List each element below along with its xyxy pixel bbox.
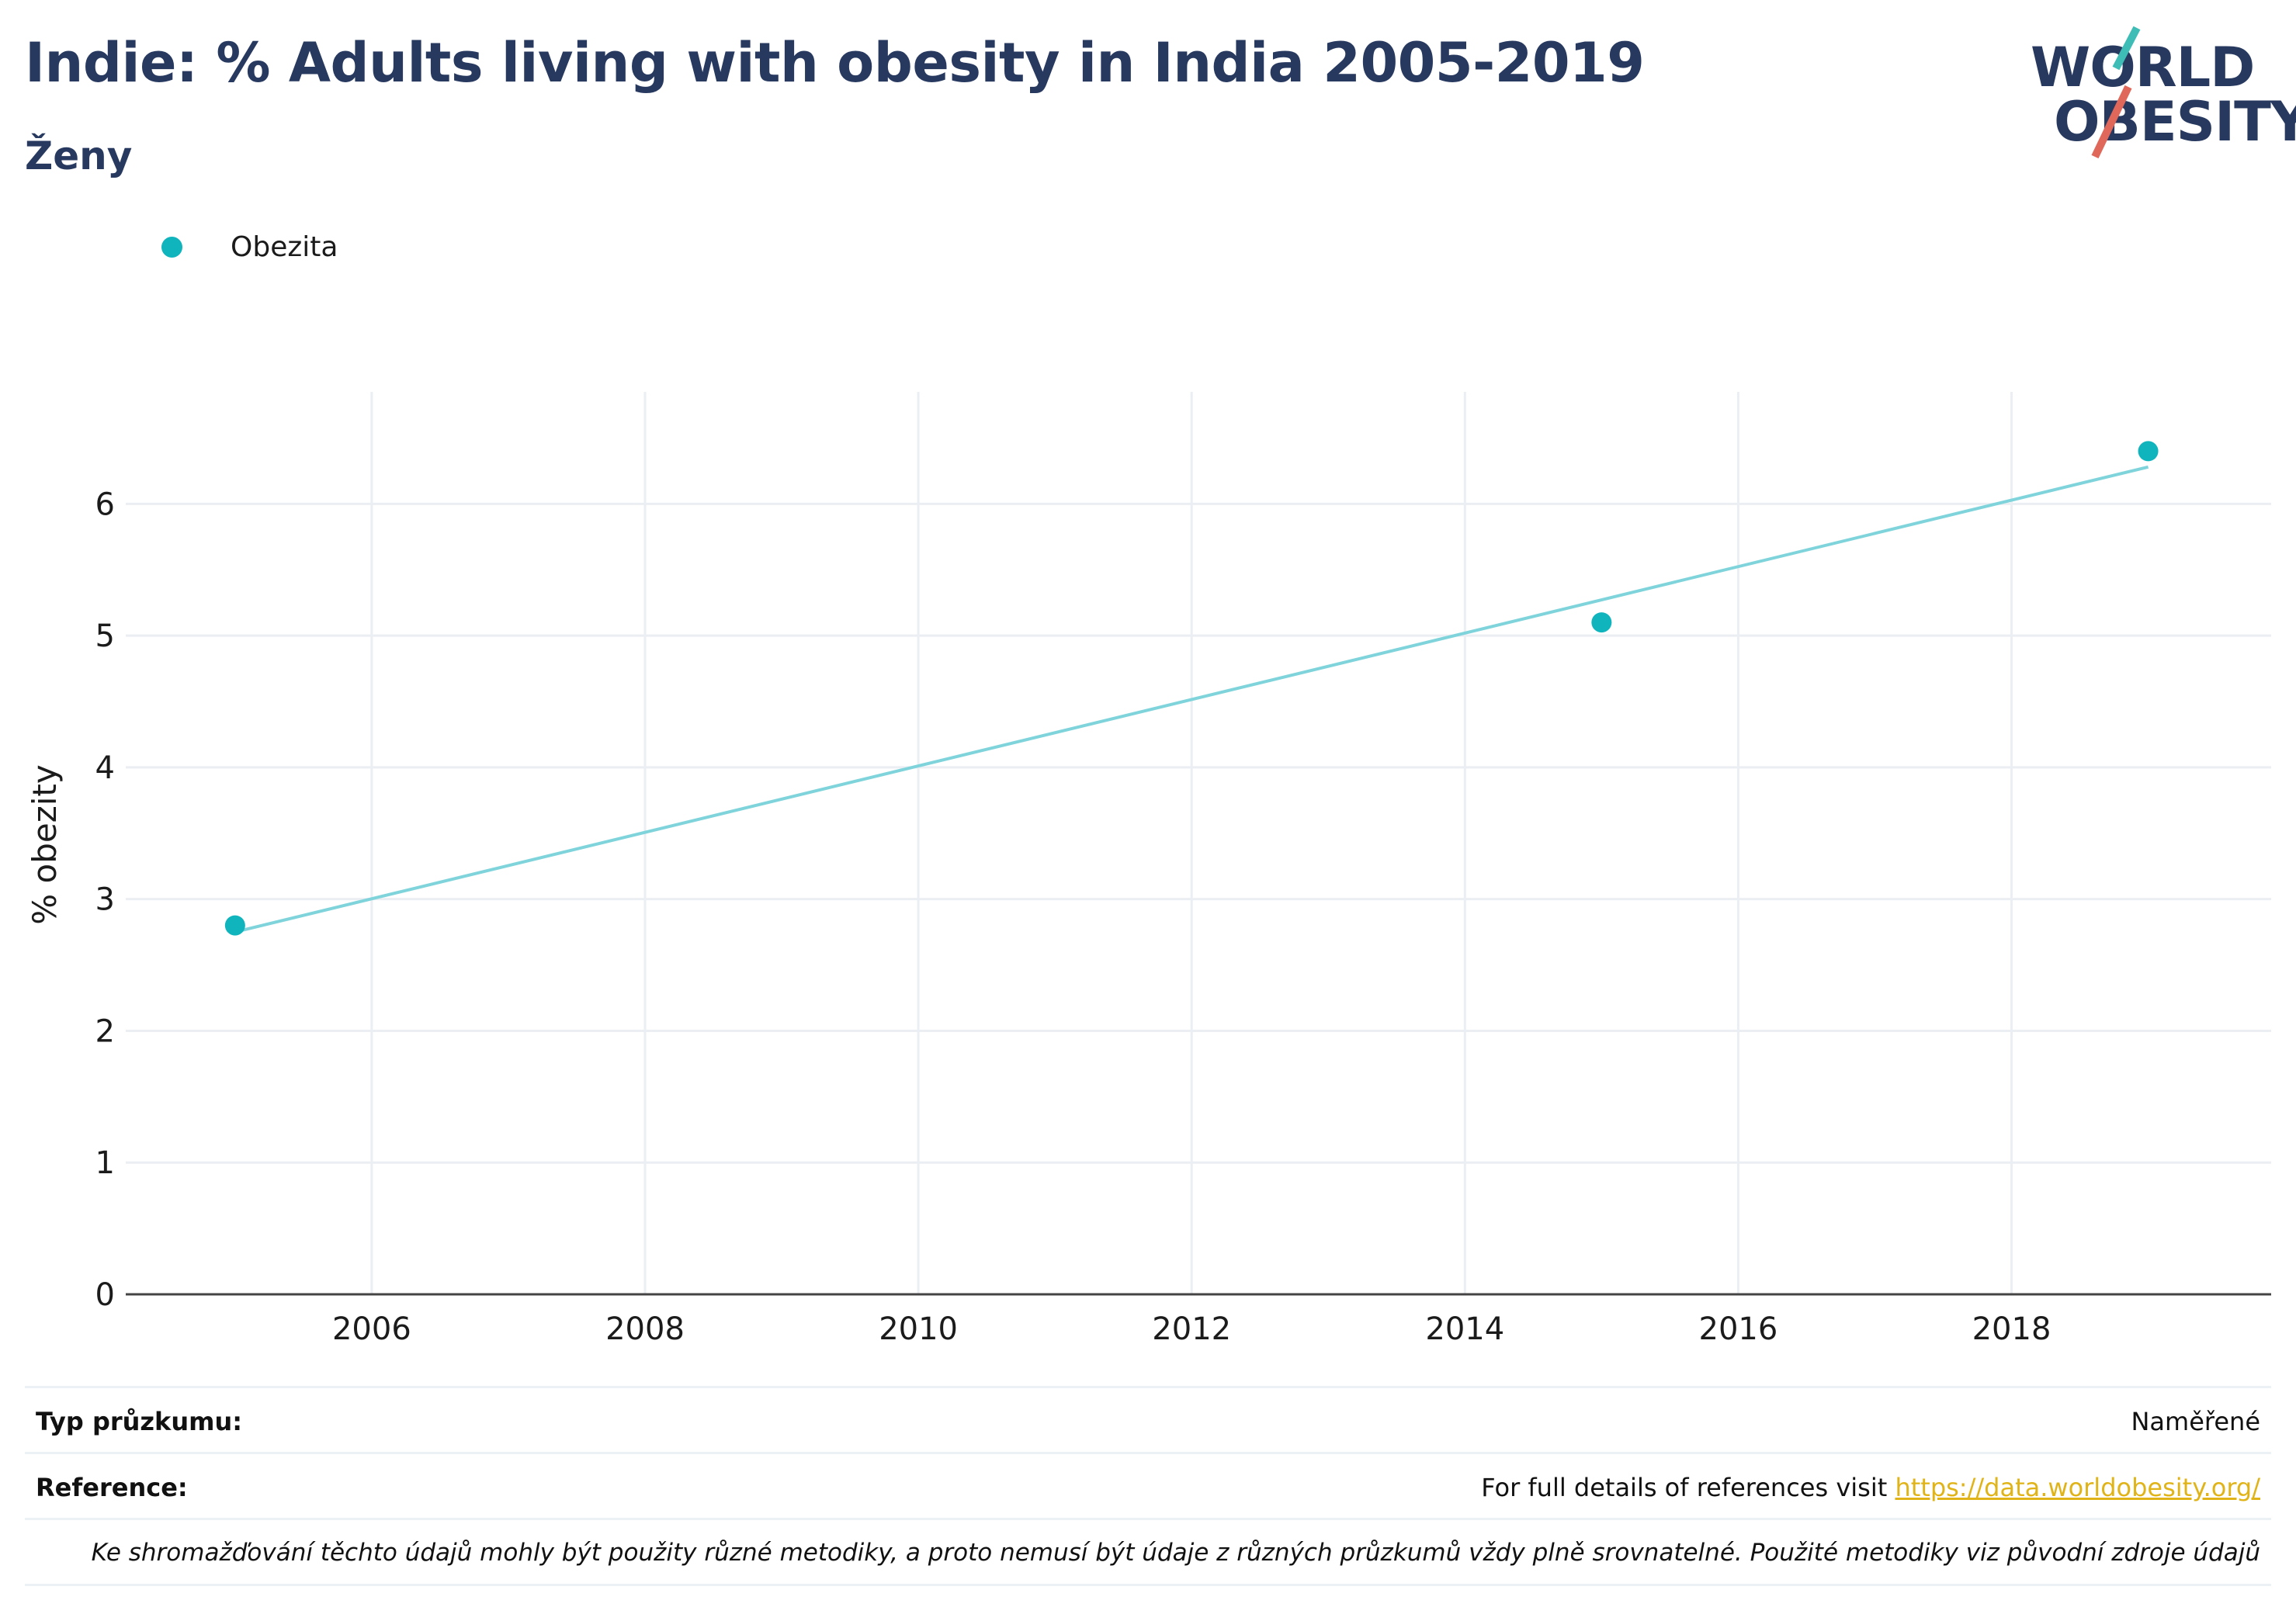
reference-row: Reference: For full details of reference… xyxy=(25,1452,2271,1518)
methodology-note-row: Ke shromažďování těchto údajů mohly být … xyxy=(25,1518,2271,1586)
info-table: Typ průzkumu: Naměřené Reference: For fu… xyxy=(25,1386,2271,1586)
x-tick-label-2010: 2010 xyxy=(879,1311,958,1347)
reference-label: Reference: xyxy=(36,1473,188,1502)
y-tick-label-4: 4 xyxy=(95,750,115,786)
x-tick-label-2014: 2014 xyxy=(1425,1311,1504,1347)
x-tick-label-2016: 2016 xyxy=(1699,1311,1778,1347)
legend-marker xyxy=(161,237,182,258)
logo-text-world: WORLD xyxy=(2031,36,2255,99)
y-tick-label-2: 2 xyxy=(95,1013,115,1049)
x-tick-label-2012: 2012 xyxy=(1152,1311,1231,1347)
x-tick-label-2018: 2018 xyxy=(1972,1311,2051,1347)
x-tick-label-2008: 2008 xyxy=(605,1311,685,1347)
logo-slash-icon xyxy=(2091,26,2141,159)
x-tick-label-2006: 2006 xyxy=(332,1311,411,1347)
y-tick-label-0: 0 xyxy=(95,1277,115,1313)
y-tick-label-3: 3 xyxy=(95,882,115,918)
data-point-2005 xyxy=(224,915,245,936)
survey-type-row: Typ průzkumu: Naměřené xyxy=(25,1386,2271,1452)
reference-text: For full details of references visit xyxy=(1481,1473,1895,1502)
data-point-2019 xyxy=(2138,441,2159,462)
y-tick-label-5: 5 xyxy=(95,618,115,654)
data-point-2015 xyxy=(1591,612,1612,633)
legend-label-obezita: Obezita xyxy=(231,231,338,263)
y-tick-label-6: 6 xyxy=(95,487,115,522)
legend[interactable]: Obezita xyxy=(161,231,338,263)
logo-text-obesity: OBESITY xyxy=(2054,90,2296,154)
methodology-note: Ke shromažďování těchto údajů mohly být … xyxy=(91,1539,2260,1567)
reference-link[interactable]: https://data.worldobesity.org/ xyxy=(1895,1473,2260,1502)
scatter-chart: 2006 2008 2010 2012 2014 2016 2018 0 1 2 3 4 5 6 % obe… xyxy=(26,392,2271,1347)
chart-subtitle: Ženy xyxy=(25,133,133,178)
survey-type-label: Typ průzkumu: xyxy=(36,1407,243,1436)
survey-type-value: Naměřené xyxy=(2131,1407,2260,1436)
y-tick-label-1: 1 xyxy=(95,1145,115,1181)
y-axis-label: % obezity xyxy=(26,764,64,925)
chart-title: Indie: % Adults living with obesity in I… xyxy=(25,31,1645,95)
reference-value: For full details of references visit htt… xyxy=(1481,1473,2260,1502)
world-obesity-logo: WORLD OBESITY xyxy=(2026,23,2296,163)
trendline xyxy=(234,465,2149,934)
